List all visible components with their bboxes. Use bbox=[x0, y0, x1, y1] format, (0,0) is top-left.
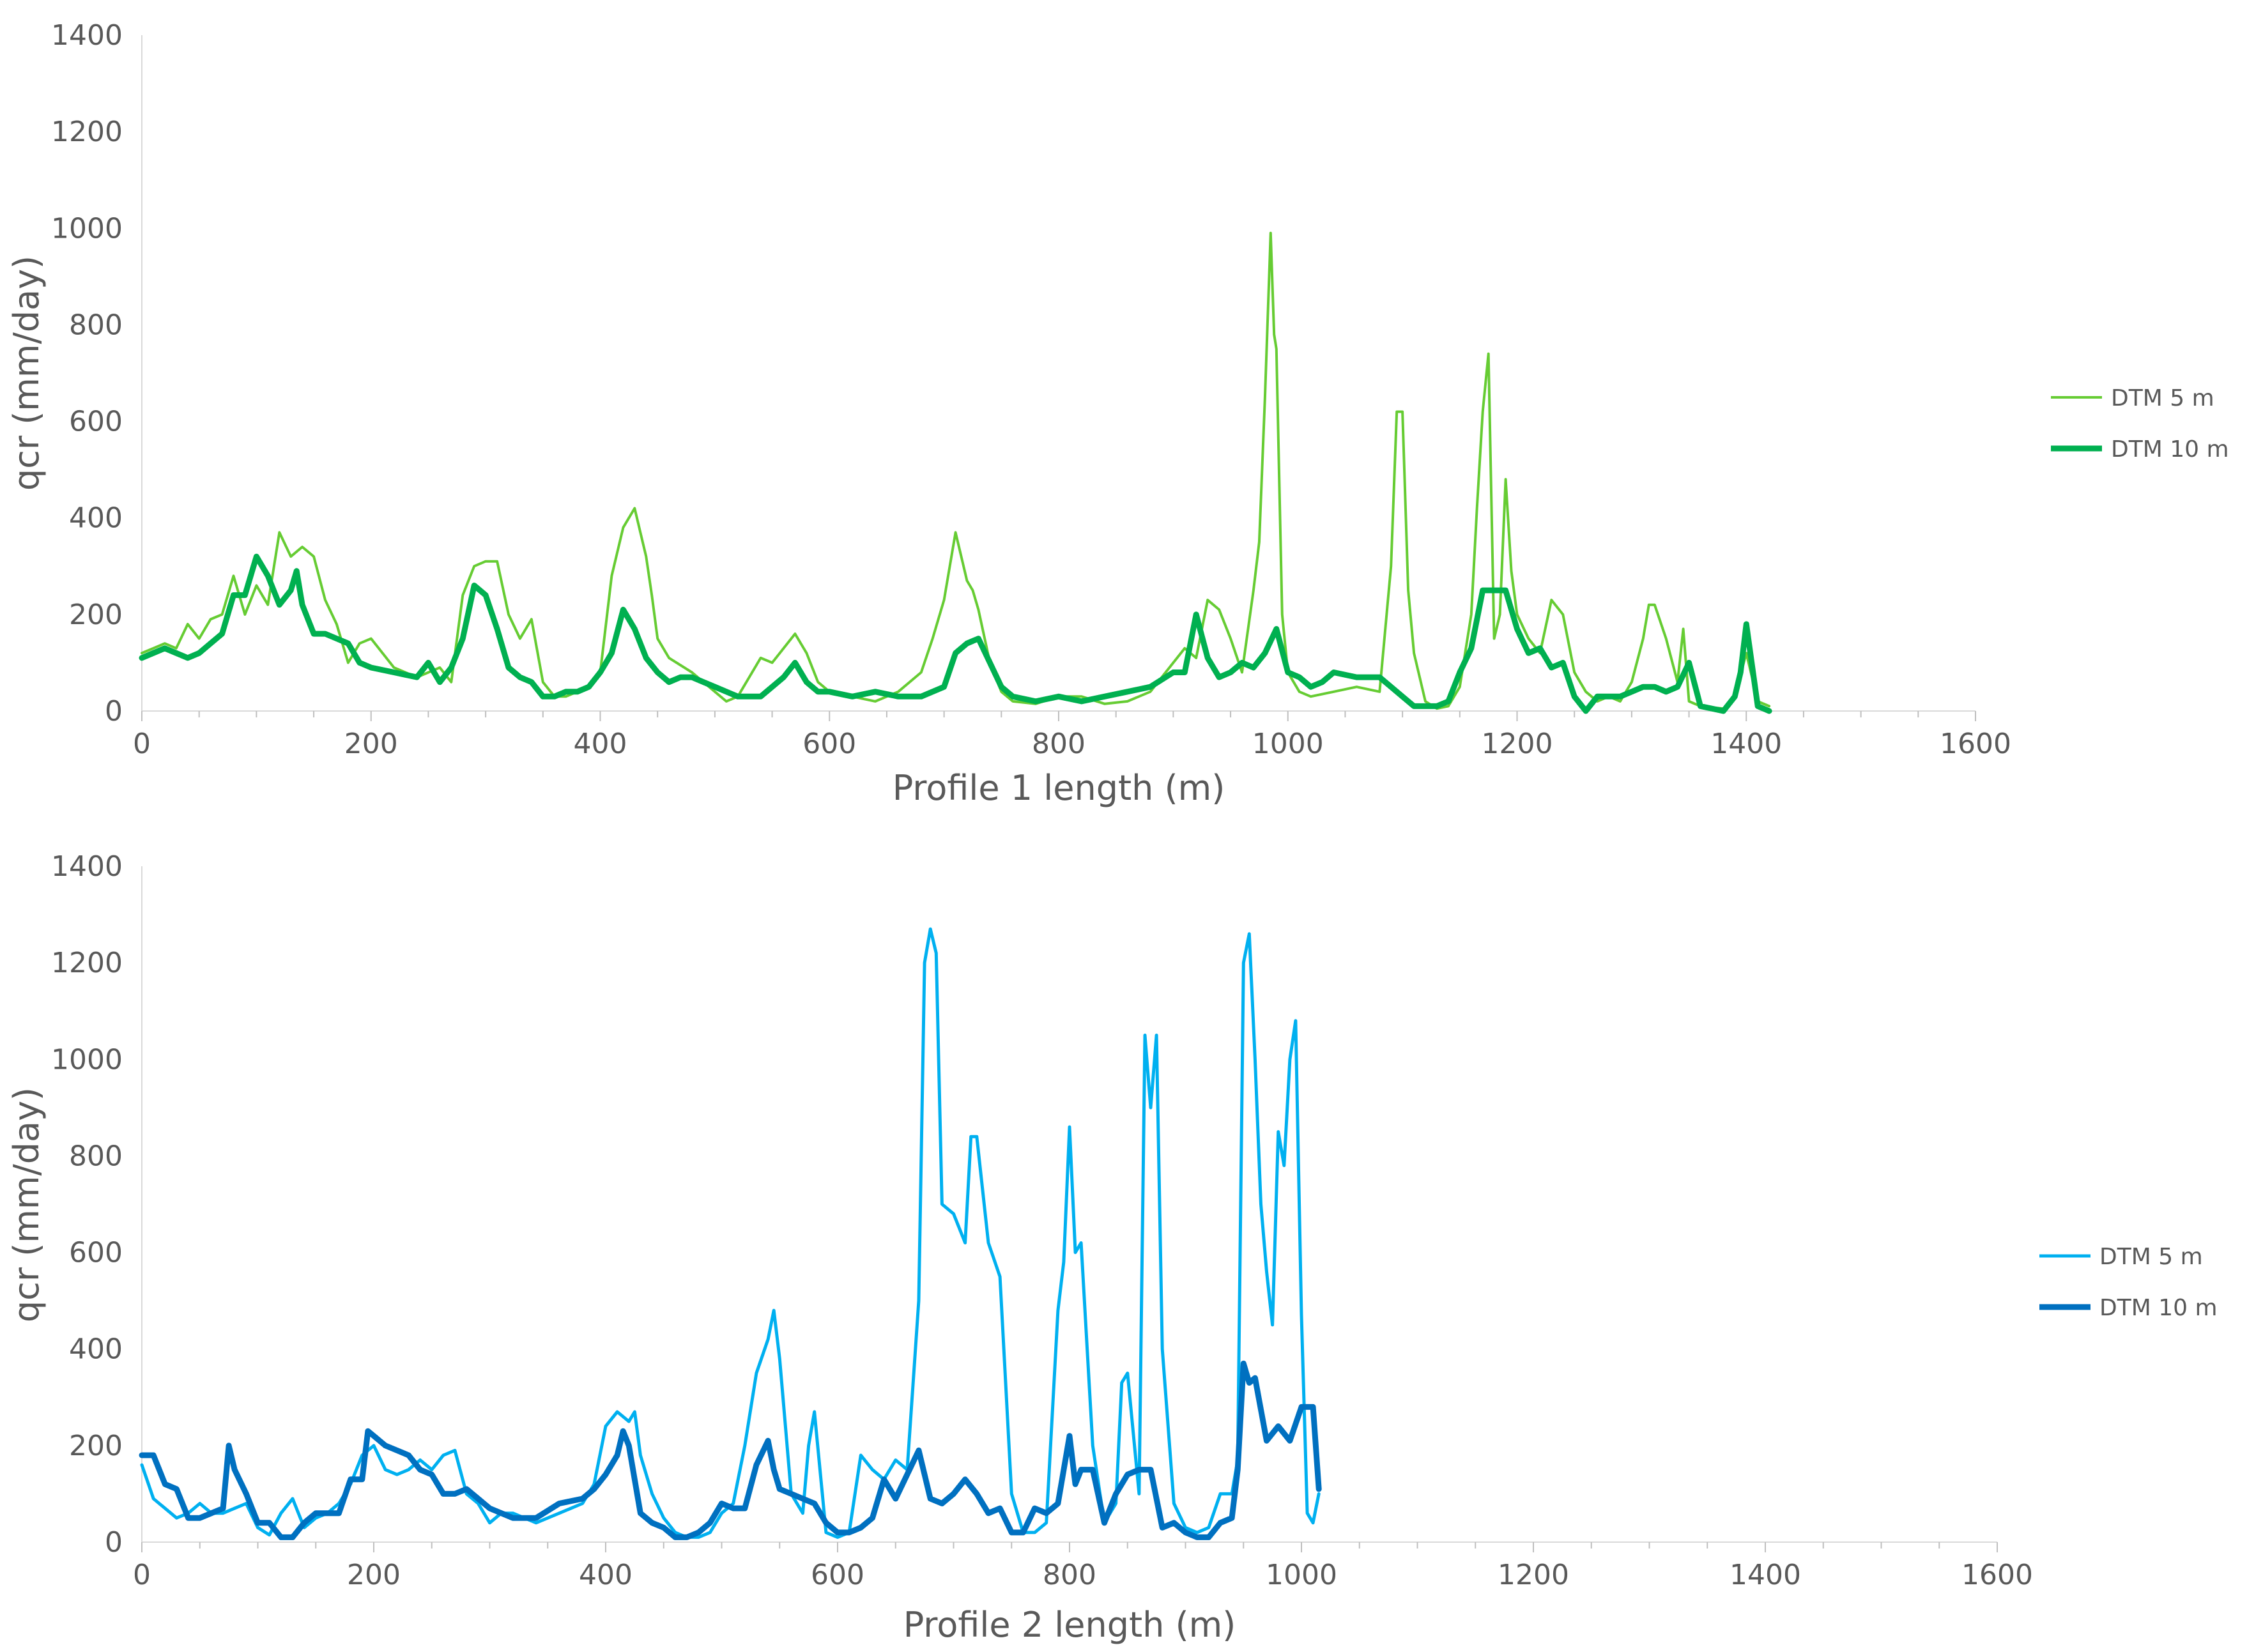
x-tick-label: 1200 bbox=[1482, 728, 1553, 760]
legend-label-dtm-10m: DTM 10 m bbox=[2099, 1295, 2218, 1321]
x-tick-label: 0 bbox=[133, 728, 151, 760]
y-tick-label: 200 bbox=[69, 1430, 123, 1462]
y-tick-label: 600 bbox=[69, 1237, 123, 1269]
y-tick-label: 800 bbox=[69, 309, 123, 341]
x-tick-label: 1600 bbox=[1961, 1559, 2033, 1591]
x-tick-label: 1000 bbox=[1252, 728, 1324, 760]
x-tick-label: 200 bbox=[347, 1559, 401, 1591]
y-tick-label: 1200 bbox=[51, 947, 123, 979]
series-line-dtm-10m bbox=[139, 1360, 1322, 1540]
x-tick-label: 400 bbox=[574, 728, 627, 760]
y-tick-label: 1200 bbox=[51, 116, 123, 148]
x-axis-title: Profile 1 length (m) bbox=[893, 768, 1225, 808]
x-tick-label: 0 bbox=[133, 1559, 151, 1591]
y-tick-label: 400 bbox=[69, 502, 123, 535]
x-tick-label: 1600 bbox=[1940, 728, 2011, 760]
x-tick-label: 600 bbox=[811, 1559, 864, 1591]
x-tick-label: 1000 bbox=[1266, 1559, 1337, 1591]
legend-label-dtm-5m: DTM 5 m bbox=[2099, 1244, 2203, 1270]
y-tick-label: 800 bbox=[69, 1140, 123, 1172]
x-tick-label: 800 bbox=[1032, 728, 1085, 760]
x-tick-label: 1200 bbox=[1498, 1559, 1569, 1591]
y-tick-label: 600 bbox=[69, 406, 123, 438]
legend-label-dtm-5m: DTM 5 m bbox=[2111, 385, 2214, 411]
y-tick-label: 400 bbox=[69, 1333, 123, 1366]
x-tick-label: 200 bbox=[344, 728, 398, 760]
legend-label-dtm-10m: DTM 10 m bbox=[2111, 436, 2229, 463]
y-tick-label: 200 bbox=[69, 599, 123, 631]
y-tick-label: 1000 bbox=[51, 1043, 123, 1076]
chart-panel-profile-2: 0 200 400 600 800 1000 1200 1400 1600 0 200 400 600 8… bbox=[6, 850, 2218, 1645]
series-line-dtm-5m bbox=[140, 927, 1321, 1539]
x-tick-label: 1400 bbox=[1730, 1559, 1801, 1591]
series-line-dtm-5m bbox=[141, 231, 1771, 710]
x-tick-label: 1400 bbox=[1710, 728, 1782, 760]
y-tick-label: 0 bbox=[105, 695, 123, 728]
y-tick-label: 0 bbox=[105, 1526, 123, 1559]
x-tick-label: 800 bbox=[1043, 1559, 1096, 1591]
y-tick-label: 1000 bbox=[51, 212, 123, 245]
y-axis-title: qcr (mm/day) bbox=[6, 256, 47, 491]
y-axis-title: qcr (mm/day) bbox=[6, 1087, 47, 1322]
series-line-dtm-10m bbox=[139, 553, 1772, 714]
x-tick-label: 400 bbox=[579, 1559, 633, 1591]
y-tick-label: 1400 bbox=[51, 850, 123, 883]
chart-panel-profile-1: 0 200 400 600 800 1000 1200 1400 1600 0 200 400 600 8… bbox=[6, 19, 2229, 808]
x-axis-title: Profile 2 length (m) bbox=[903, 1605, 1236, 1645]
y-tick-label: 1400 bbox=[51, 19, 123, 52]
x-tick-label: 600 bbox=[802, 728, 856, 760]
